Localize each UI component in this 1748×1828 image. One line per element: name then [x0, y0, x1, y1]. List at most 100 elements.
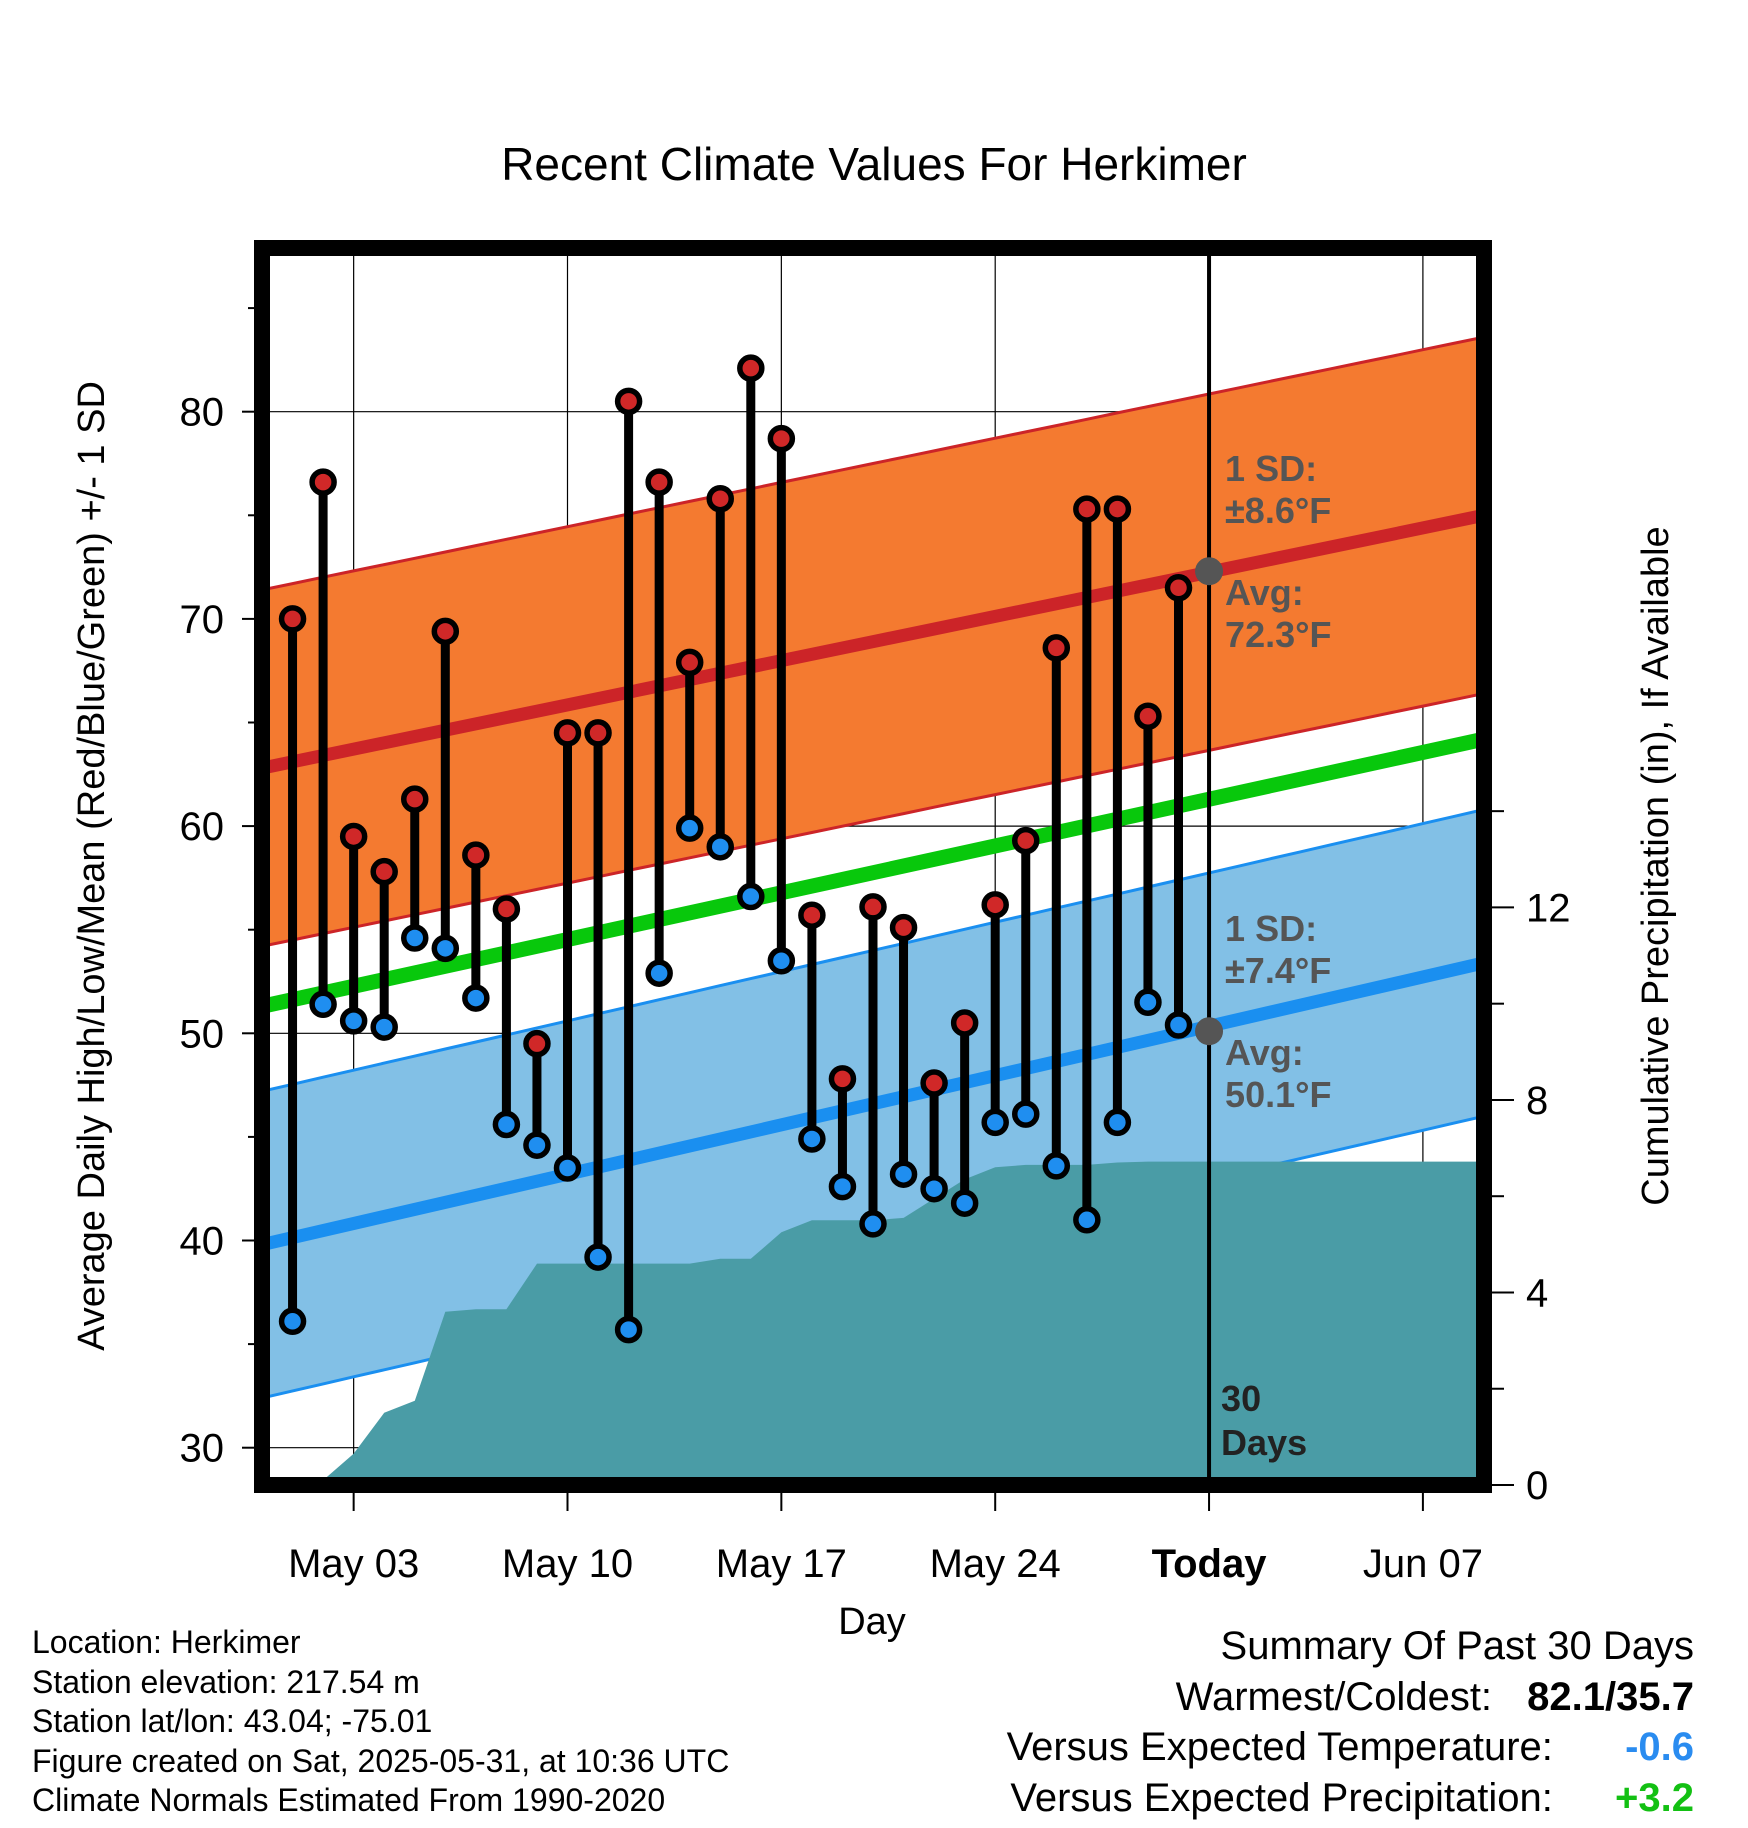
- y2-tick-label: 8: [1526, 1079, 1548, 1123]
- daily-high-point: [1012, 826, 1040, 855]
- daily-low-point: [1103, 1108, 1132, 1137]
- high-avg-value: 72.3°F: [1225, 614, 1331, 655]
- y2-axis-label: Cumulative Precipitation (in), If Availa…: [1635, 526, 1677, 1205]
- summary-panel: Summary Of Past 30 Days Warmest/Coldest:…: [1007, 1621, 1694, 1823]
- daily-high-point: [1042, 634, 1071, 662]
- daily-low-point: [523, 1131, 551, 1159]
- daily-high-point: [278, 605, 307, 633]
- y-axis-label: Average Daily High/Low/Mean (Red/Blue/Gr…: [71, 381, 113, 1351]
- daily-high-point: [1134, 702, 1162, 731]
- observations: [278, 354, 1224, 1344]
- daily-low-point: [889, 1160, 918, 1188]
- daily-low-point: [828, 1172, 857, 1201]
- high-sd-upper-line: [262, 335, 1484, 592]
- daily-high-point: [706, 484, 734, 513]
- daily-high-point: [309, 468, 337, 496]
- daily-low-point: [950, 1189, 979, 1217]
- location-text: Location: Herkimer: [32, 1624, 301, 1660]
- today-avg-high-marker: [1195, 557, 1224, 586]
- daily-low-point: [1073, 1206, 1101, 1234]
- daily-low-point: [1134, 988, 1162, 1016]
- y-tick-label: 50: [180, 1012, 225, 1056]
- daily-low-point: [401, 924, 429, 952]
- high-sd-label: 1 SD:: [1225, 448, 1317, 489]
- temp-value: -0.6: [1625, 1725, 1694, 1769]
- daily-high-point: [981, 891, 1009, 919]
- daily-high-point: [798, 901, 826, 929]
- x-tick-label: Today: [1152, 1542, 1268, 1586]
- daily-low-point: [767, 947, 796, 975]
- daily-high-point: [859, 893, 887, 921]
- y2-tick-label: 12: [1526, 886, 1571, 930]
- normal-mean-line: [262, 731, 1484, 1014]
- y-tick-label: 60: [180, 805, 225, 849]
- station-info: Location: Herkimer Station elevation: 21…: [32, 1623, 729, 1821]
- summary-temp: Versus Expected Temperature: -0.6: [1007, 1722, 1694, 1773]
- daily-low-point: [614, 1315, 643, 1344]
- daily-low-point: [675, 814, 704, 842]
- precip-area: [292, 1161, 1484, 1485]
- low-sd-label: 1 SD:: [1225, 908, 1317, 949]
- daily-high-point: [614, 387, 643, 416]
- y-tick-label: 30: [180, 1427, 225, 1471]
- x-tick-label: May 03: [288, 1542, 419, 1586]
- low-avg-label: Avg:: [1225, 1032, 1304, 1073]
- daily-low-point: [278, 1307, 307, 1336]
- created-text: Figure created on Sat, 2025-05-31, at 10…: [32, 1742, 730, 1779]
- daily-low-point: [431, 934, 460, 963]
- daily-low-point: [553, 1154, 582, 1182]
- daily-high-point: [492, 895, 521, 923]
- daily-high-point: [737, 354, 765, 382]
- daily-low-point: [706, 833, 734, 861]
- low-avg-value: 50.1°F: [1225, 1074, 1331, 1115]
- daily-low-point: [462, 984, 490, 1012]
- x-tick-label: May 17: [716, 1542, 847, 1586]
- daily-high-point: [431, 617, 460, 646]
- daily-high-point: [462, 841, 490, 869]
- daily-low-point: [584, 1243, 612, 1271]
- summary-warm-cold: Warmest/Coldest: 82.1/35.7: [1007, 1672, 1694, 1723]
- days-label-number: 30: [1221, 1378, 1261, 1419]
- high-sd-value: ±8.6°F: [1225, 490, 1331, 531]
- daily-high-point: [1103, 495, 1132, 523]
- daily-high-point: [920, 1069, 948, 1097]
- summary-precip: Versus Expected Precipitation: +3.2: [1007, 1773, 1694, 1824]
- x-axis-label: Day: [838, 1601, 906, 1643]
- daily-high-point: [645, 468, 673, 496]
- daily-low-point: [370, 1013, 398, 1041]
- x-tick-label: May 10: [502, 1542, 633, 1586]
- high-avg-label: Avg:: [1225, 572, 1304, 613]
- axes: 30 40 50 60 70 80 0 4 8 12 May 03 May 10 May 17 May 2…: [180, 307, 1571, 1586]
- daily-high-point: [950, 1009, 979, 1037]
- warm-cold-label: Warmest/Coldest:: [1175, 1674, 1493, 1719]
- daily-high-point: [339, 822, 368, 851]
- daily-high-point: [889, 913, 918, 942]
- plot-frame: [254, 240, 1492, 1493]
- daily-low-point: [859, 1210, 887, 1238]
- daily-high-point: [1073, 495, 1101, 523]
- precip-value: +3.2: [1615, 1775, 1694, 1820]
- today-avg-low-marker: [1195, 1017, 1224, 1046]
- x-tick-label: May 24: [930, 1542, 1061, 1586]
- daily-low-point: [645, 959, 673, 987]
- warm-cold-value: 82.1/35.7: [1527, 1674, 1694, 1719]
- daily-high-point: [584, 719, 612, 747]
- elevation-text: Station elevation: 217.54 m: [32, 1663, 420, 1700]
- daily-low-point: [492, 1110, 521, 1139]
- daily-low-point: [981, 1108, 1009, 1137]
- daily-low-point: [1012, 1100, 1040, 1128]
- normals-text: Climate Normals Estimated From 1990-2020: [32, 1782, 666, 1818]
- daily-high-point: [675, 648, 704, 677]
- daily-high-point: [1164, 574, 1193, 602]
- daily-low-point: [798, 1125, 826, 1153]
- days-label-word: Days: [1221, 1422, 1307, 1463]
- normal-high-line: [262, 508, 1484, 775]
- daily-high-point: [370, 857, 398, 886]
- y2-tick-label: 4: [1526, 1271, 1548, 1315]
- x-tick-label: Jun 07: [1363, 1542, 1483, 1586]
- low-sd-value: ±7.4°F: [1225, 950, 1331, 991]
- annotations: 1 SD: ±8.6°F Avg: 72.3°F 1 SD: ±7.4°F Av…: [1221, 448, 1331, 1463]
- daily-low-point: [1164, 1011, 1193, 1039]
- y-tick-label: 40: [180, 1220, 225, 1264]
